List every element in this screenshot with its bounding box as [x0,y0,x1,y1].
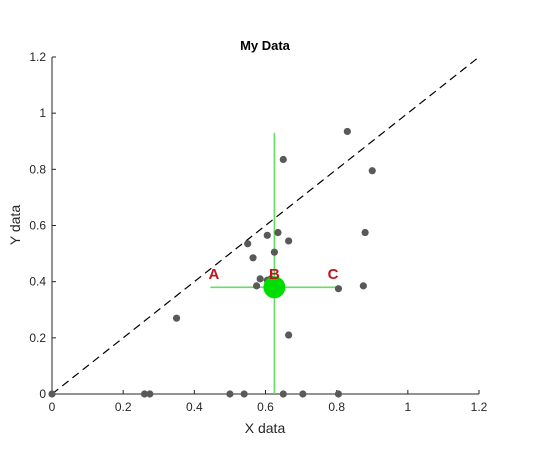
data-point [274,228,282,237]
data-point [334,390,343,398]
center-point [263,276,286,299]
crosshair-layer [210,132,337,394]
x-tick-label: 1.2 [471,400,488,414]
reference-line [51,56,480,395]
data-point [359,282,367,290]
data-point [48,390,56,398]
data-point [256,275,264,283]
y-tick-label: 1.2 [29,50,46,64]
center-point-layer [263,276,286,299]
x-axis-title: X data [245,420,286,436]
data-point [226,390,234,398]
y-tick-label: 0 [39,387,46,401]
data-point [299,390,307,398]
data-point [343,127,351,136]
data-point [270,248,278,256]
reference-line-layer [51,56,480,395]
x-tick-label: 1 [404,400,411,414]
chart-title: My Data [240,38,291,53]
y-tick-label: 0.4 [29,275,46,289]
data-point [285,237,293,245]
data-point [146,390,154,398]
x-tick-label: 0.2 [115,400,132,414]
data-point [253,282,261,290]
x-tick-label: 0.4 [186,400,203,414]
y-tick-label: 0.2 [29,331,46,345]
data-point [240,390,248,398]
data-point [279,390,287,398]
x-tick-label: 0.8 [328,400,345,414]
annotation-label-a: A [208,266,219,283]
data-point [334,285,343,293]
data-point [263,231,271,239]
data-point [361,228,369,237]
annotations: A B C [208,266,338,283]
data-point [172,314,181,322]
x-tick-label: 0 [49,400,56,414]
data-point [279,155,287,164]
data-point [140,390,149,398]
data-point [285,331,293,339]
axes: 0 0.2 0.4 0.6 0.8 1 1.2 0 0.2 0.4 0.6 0.8 1 1.2 [29,50,487,414]
y-tick-label: 1 [39,106,46,120]
data-point [244,240,252,248]
y-axis-title: Y data [7,205,23,245]
annotation-label-b: B [269,266,280,283]
y-tick-label: 0.8 [29,162,46,176]
data-point [368,167,376,175]
x-tick-label: 0.6 [257,400,274,414]
data-point [249,254,257,262]
data-points [48,127,376,398]
annotation-label-c: C [328,266,339,283]
y-tick-label: 0.6 [29,219,46,233]
